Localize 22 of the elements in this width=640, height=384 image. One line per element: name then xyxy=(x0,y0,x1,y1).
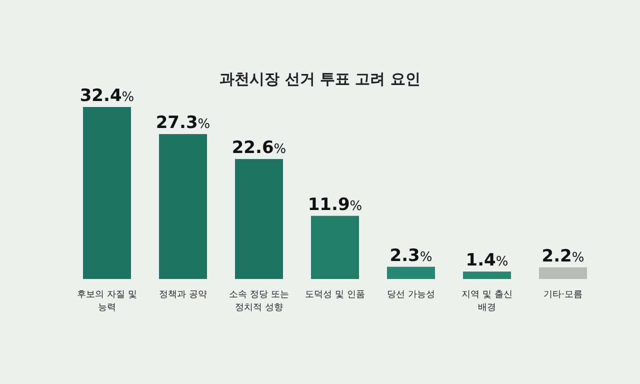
x-tick-label: 소속 정당 또는 정치적 성향 xyxy=(229,290,289,313)
bar xyxy=(235,159,283,279)
x-tick-label: 정책과 공약 xyxy=(159,290,207,300)
bar xyxy=(83,107,131,279)
bar xyxy=(387,266,435,279)
x-tick-label: 기타·모름 xyxy=(544,290,582,300)
data-label: 2.2% xyxy=(542,246,584,266)
data-label: 32.4% xyxy=(80,86,134,106)
bar xyxy=(159,134,207,279)
data-label: 22.6% xyxy=(232,138,286,158)
bar xyxy=(539,267,587,279)
x-tick-label: 후보의 자질 및 능력 xyxy=(77,290,137,313)
bar xyxy=(463,272,511,279)
bar xyxy=(311,216,359,279)
chart-title: 과천시장 선거 투표 고려 요인 xyxy=(220,70,420,88)
x-tick-label: 지역 및 출신 배경 xyxy=(462,290,512,313)
x-tick-label: 당선 가능성 xyxy=(387,290,435,300)
data-label: 2.3% xyxy=(390,246,432,266)
data-label: 11.9% xyxy=(308,194,362,215)
x-tick-label: 도덕성 및 인품 xyxy=(305,290,365,300)
data-label: 1.4% xyxy=(466,250,508,271)
data-label: 27.3% xyxy=(156,113,210,134)
